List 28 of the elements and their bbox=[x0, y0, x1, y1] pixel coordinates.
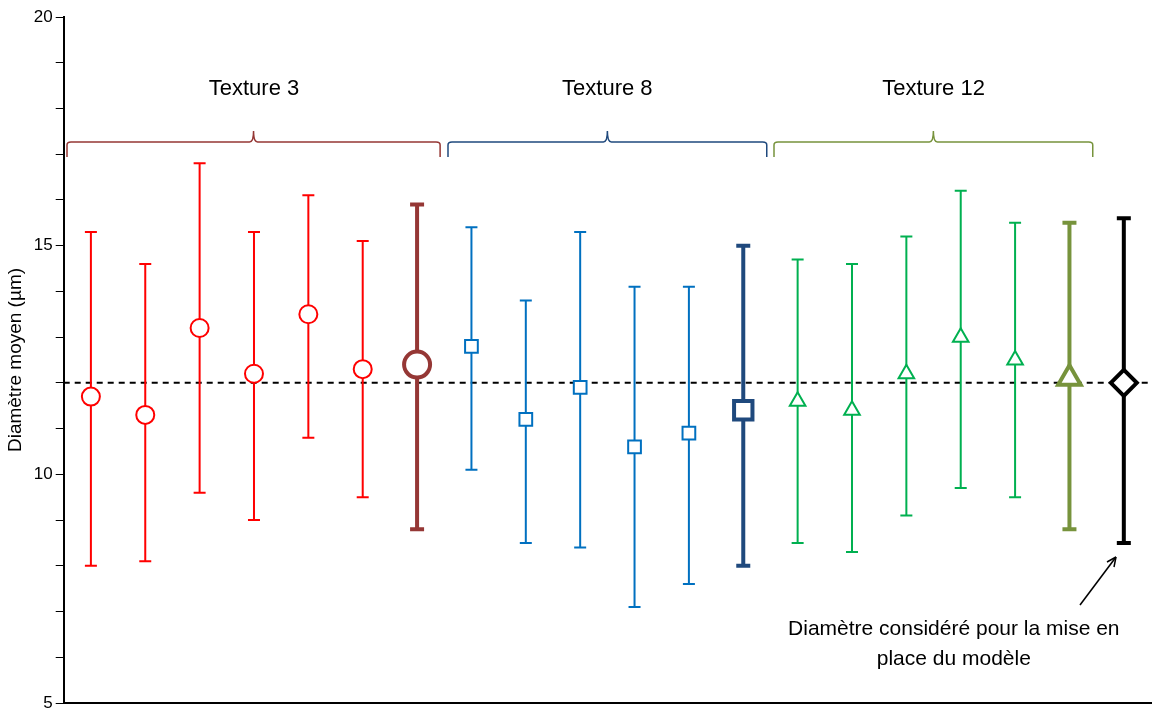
point bbox=[1006, 350, 1024, 366]
point bbox=[843, 400, 861, 416]
point bbox=[951, 327, 970, 343]
point bbox=[80, 386, 101, 407]
y-axis-title: Diamètre moyen (µm) bbox=[3, 267, 25, 453]
annotation: Diamètre considéré pour la mise en place du modèle bbox=[787, 615, 1121, 671]
point bbox=[135, 404, 156, 425]
y-tick-label: 15 bbox=[33, 235, 53, 255]
point bbox=[897, 363, 916, 380]
y-tick-label: 20 bbox=[33, 6, 53, 26]
point bbox=[1108, 367, 1139, 398]
y-tick-label: 10 bbox=[33, 464, 53, 484]
point bbox=[352, 359, 373, 380]
point bbox=[732, 399, 755, 422]
y-tick-label: 5 bbox=[43, 692, 53, 712]
annotation: Texture 12 bbox=[881, 75, 986, 101]
point bbox=[788, 391, 807, 407]
point bbox=[627, 439, 642, 455]
point bbox=[402, 349, 433, 380]
point bbox=[243, 363, 264, 384]
point bbox=[572, 380, 588, 395]
point bbox=[298, 304, 319, 325]
annotation: Texture 8 bbox=[561, 75, 654, 101]
annotation: Texture 3 bbox=[207, 75, 301, 101]
point bbox=[189, 317, 210, 338]
point bbox=[464, 338, 479, 354]
point bbox=[518, 412, 534, 427]
point bbox=[681, 425, 697, 441]
